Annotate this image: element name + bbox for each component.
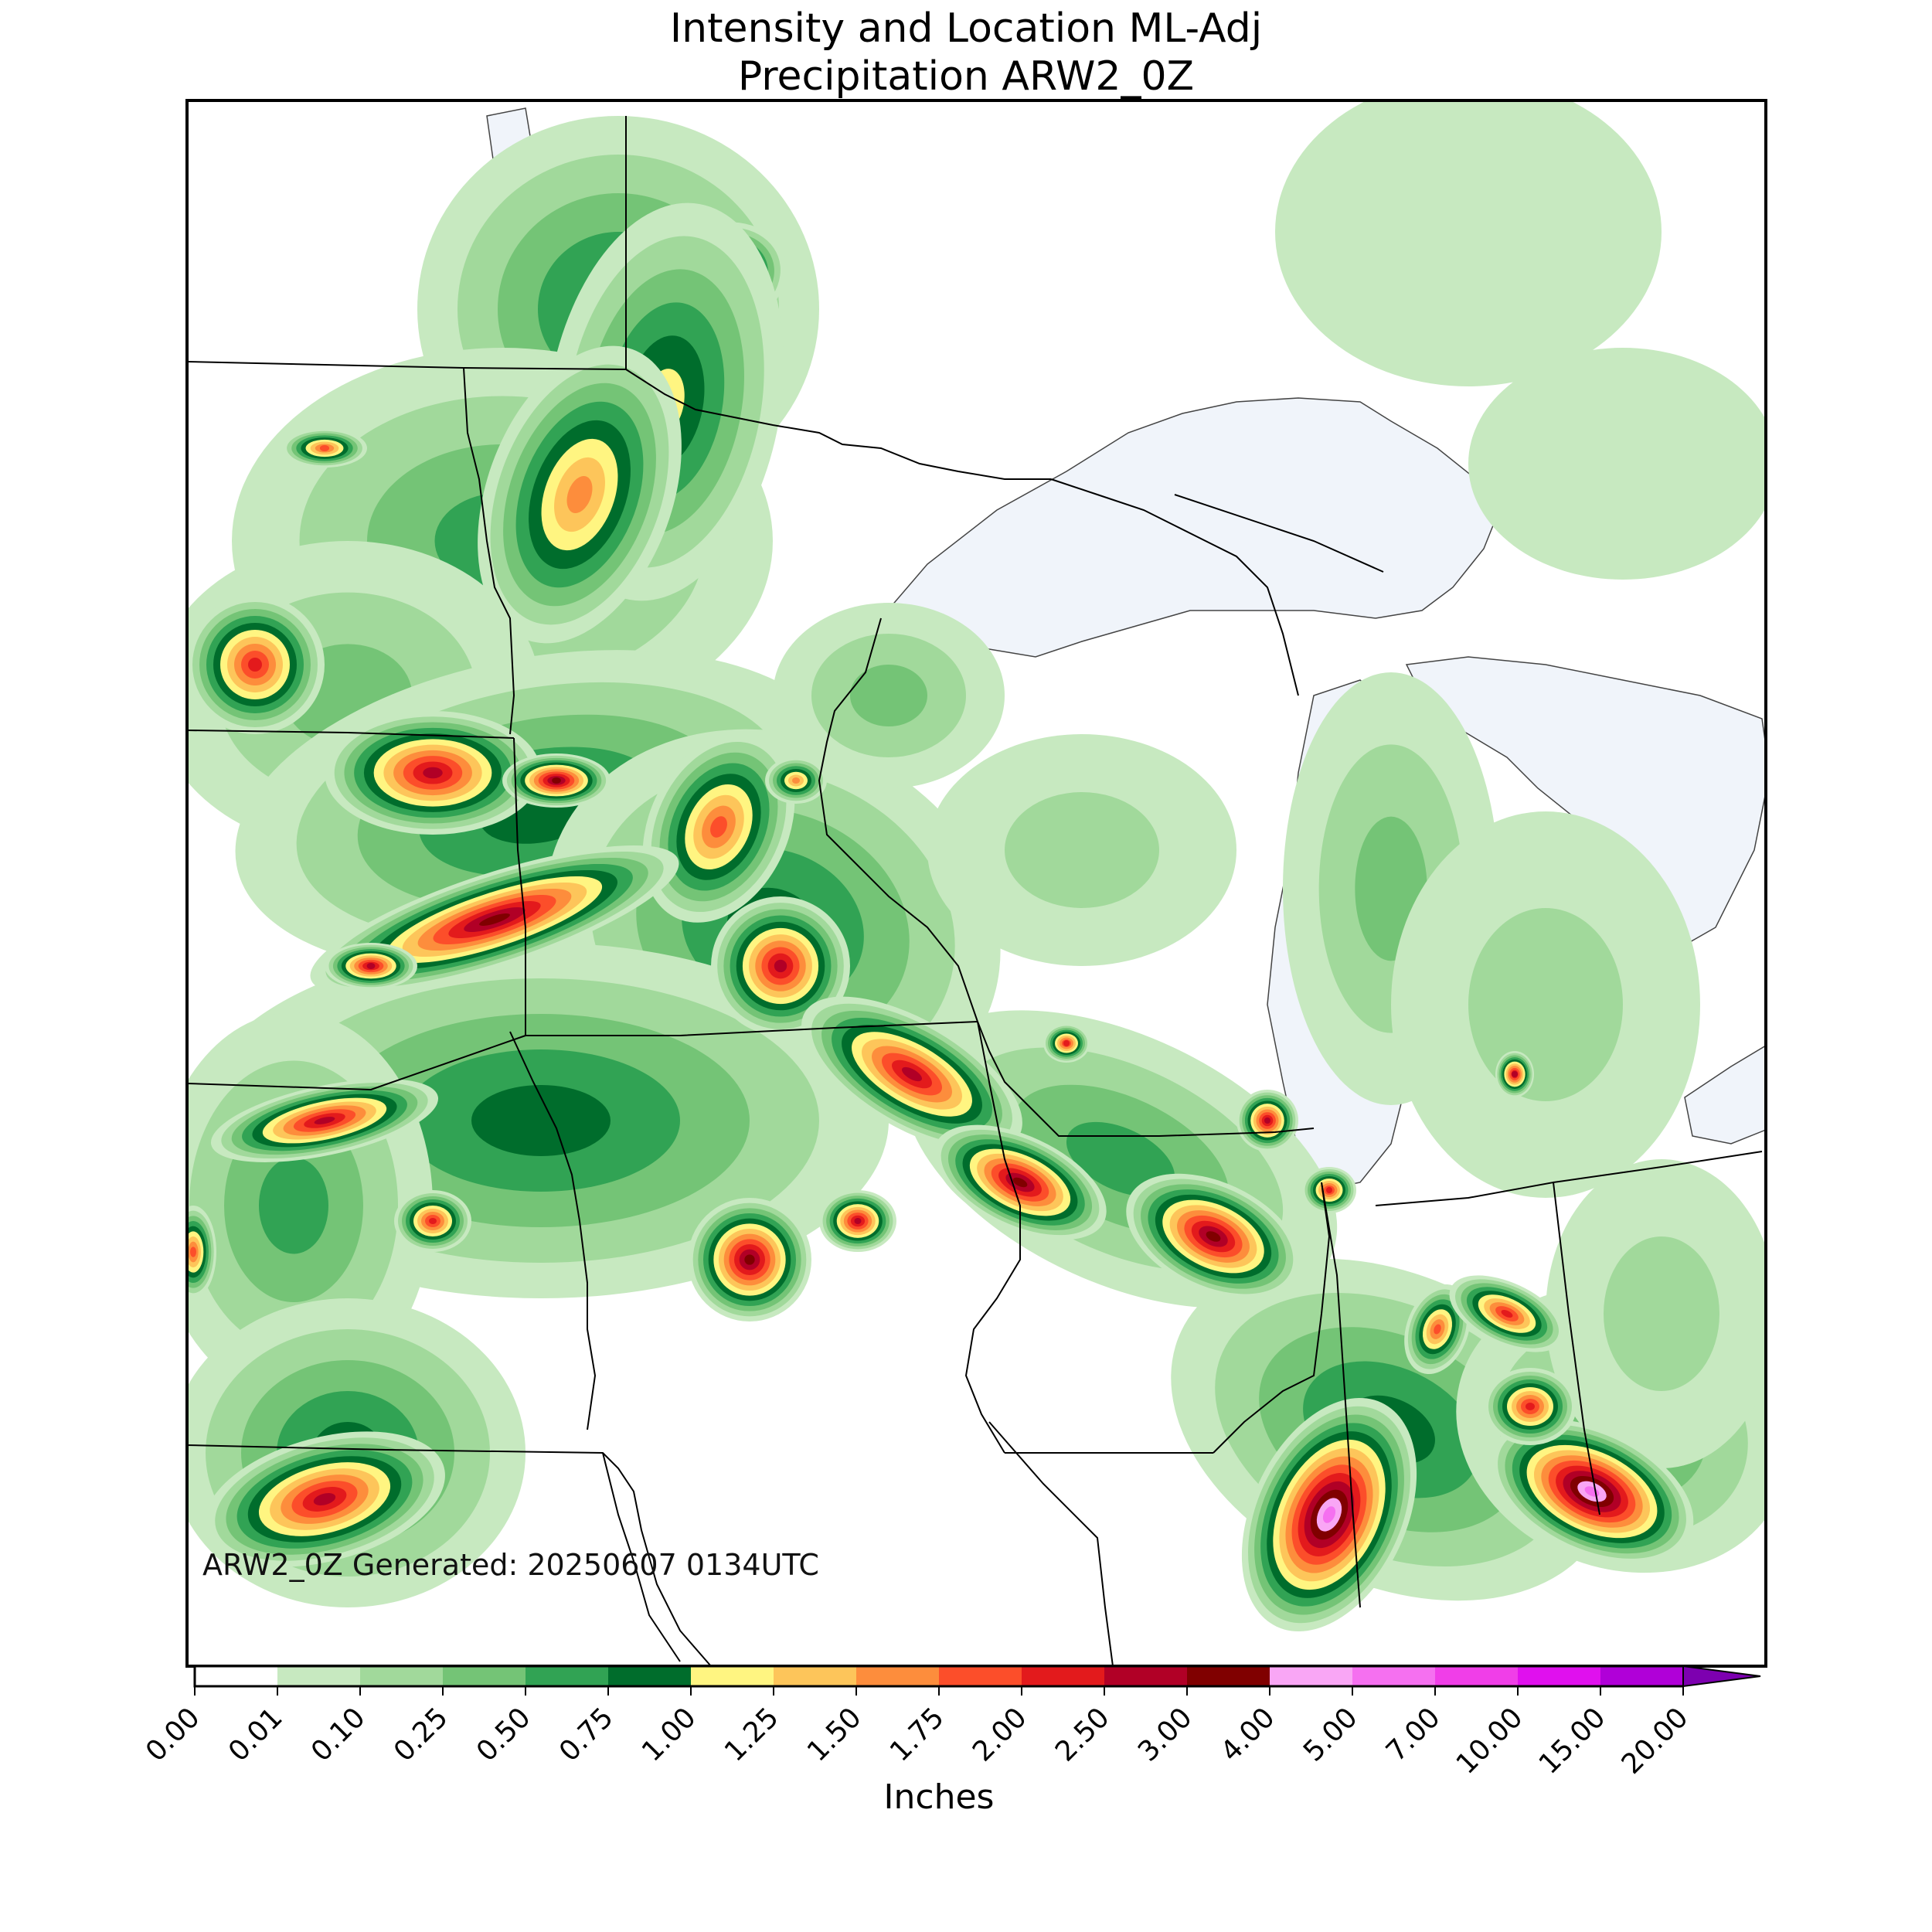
colorbar-cell xyxy=(1022,1666,1105,1686)
precip-contour xyxy=(850,665,927,726)
precip-contour xyxy=(1066,1121,1175,1197)
colorbar-cell xyxy=(1600,1666,1684,1686)
colorbar-cell xyxy=(608,1666,692,1686)
precip-contour xyxy=(1005,792,1159,908)
precip-contour xyxy=(1326,1187,1332,1193)
border-line xyxy=(187,1035,526,1091)
colorbar-cell xyxy=(1435,1666,1519,1686)
colorbar-cell xyxy=(277,1666,361,1686)
border-line xyxy=(988,1421,1114,1666)
border-line xyxy=(513,737,526,1036)
precip-contour xyxy=(1063,1040,1070,1046)
colorbar-cell xyxy=(526,1666,609,1686)
precip-contour xyxy=(1501,1310,1513,1318)
precip-contour xyxy=(314,1117,335,1124)
colorbar-extend-arrow xyxy=(1682,1665,1761,1688)
colorbar-cell xyxy=(1270,1666,1353,1686)
precip-contour xyxy=(1512,1071,1518,1077)
colorbar-label: Inches xyxy=(883,1777,995,1817)
precip-contour xyxy=(366,963,376,969)
precip-contour xyxy=(1264,1117,1270,1124)
precip-contour xyxy=(1434,1324,1441,1335)
precip-contour xyxy=(774,959,787,973)
precip-contour xyxy=(744,1254,755,1265)
precip-contour xyxy=(1322,1506,1336,1523)
lake-erie-ontario xyxy=(1684,1045,1766,1145)
border-line xyxy=(1050,478,1299,696)
border-line xyxy=(526,1021,978,1036)
colorbar-cell xyxy=(774,1666,857,1686)
border-line xyxy=(187,116,627,371)
precip-contour xyxy=(423,767,443,779)
precip-contour xyxy=(854,1218,862,1224)
colorbar-cell xyxy=(1187,1666,1270,1686)
generated-timestamp: ARW2_0Z Generated: 20250607 0134UTC xyxy=(202,1548,819,1582)
colorbar-cell xyxy=(443,1666,526,1686)
border-line xyxy=(187,730,515,739)
precip-contour xyxy=(479,913,510,927)
border-line xyxy=(1375,1181,1600,1515)
precip-contour xyxy=(1604,1236,1719,1391)
colorbar-cell xyxy=(360,1666,444,1686)
chart-title-line1: Intensity and Location ML-Adj xyxy=(669,5,1263,52)
precipitation-field xyxy=(187,100,1766,1632)
precip-contour xyxy=(1012,1177,1028,1188)
precip-contour xyxy=(313,1493,336,1505)
border-line xyxy=(509,1031,597,1430)
precip-contour xyxy=(1468,348,1766,580)
precip-contour xyxy=(566,475,593,514)
precip-contour xyxy=(1468,908,1623,1101)
border-line xyxy=(602,1452,681,1662)
precip-contour xyxy=(710,816,727,838)
precip-contour xyxy=(190,1247,196,1257)
precip-contour xyxy=(471,1085,611,1156)
border-line xyxy=(1213,1182,1331,1454)
chart-title-line2: Precipitation ARW2_0Z xyxy=(737,53,1195,100)
border-line xyxy=(187,1444,712,1666)
precip-contour xyxy=(1206,1231,1221,1242)
border-line xyxy=(818,617,978,1022)
colorbar-cell xyxy=(691,1666,774,1686)
colorbar-cell xyxy=(856,1666,940,1686)
border-line xyxy=(1321,1182,1361,1608)
political-borders xyxy=(187,116,1763,1666)
precip-contour xyxy=(902,1066,922,1082)
precip-contour xyxy=(552,777,561,784)
precip-contour xyxy=(259,1157,328,1254)
colorbar-cell xyxy=(1104,1666,1188,1686)
border-line xyxy=(964,1021,1021,1454)
border-line xyxy=(977,1021,1315,1137)
precip-contour xyxy=(1275,100,1662,386)
precip-contour xyxy=(792,777,800,784)
border-line xyxy=(1174,494,1384,573)
colorbar-cell xyxy=(939,1666,1022,1686)
precip-contour xyxy=(248,658,262,672)
border-line xyxy=(1553,1151,1763,1183)
colorbar-cell xyxy=(1352,1666,1436,1686)
lake-superior xyxy=(879,397,1500,658)
precip-contour xyxy=(429,1218,437,1224)
precip-contour xyxy=(319,445,330,451)
colorbar-cell xyxy=(195,1666,278,1686)
colorbar-cell xyxy=(1518,1666,1601,1686)
border-line xyxy=(625,369,1051,480)
border-line xyxy=(463,367,515,735)
precip-contour xyxy=(1526,1403,1535,1410)
